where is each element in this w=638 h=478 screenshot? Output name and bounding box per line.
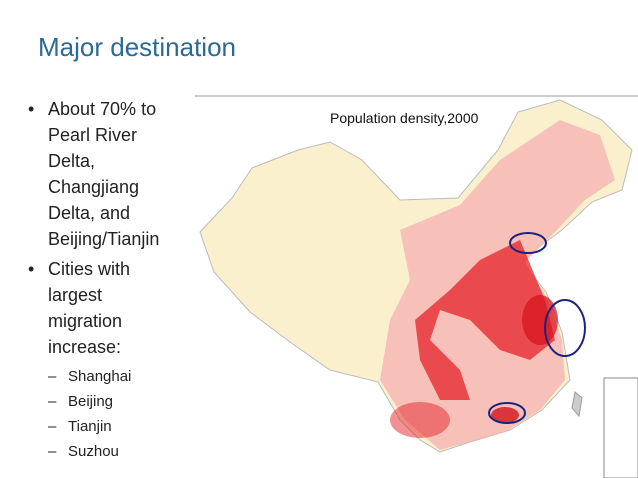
sub-bullet: Beijing [28,389,178,414]
bullet-list: About 70% to Pearl River Delta, Changjia… [28,96,178,464]
bullet: About 70% to Pearl River Delta, Changjia… [28,96,178,252]
sub-bullet: Suzhou [28,439,178,464]
island [571,391,583,418]
bullet: Cities with largest migration increase: [28,256,178,360]
highlight-beijing-tianjin [509,232,547,254]
slide-title: Major destination [38,32,236,62]
map-caption: Population density,2000 [330,110,479,126]
inset-box [603,377,638,478]
density-high [491,407,519,423]
density-high [522,295,558,345]
density-high [390,402,450,438]
density-high [415,240,555,400]
highlight-pearl-river [488,402,526,424]
sub-bullet: Tianjin [28,414,178,439]
highlight-changjiang [544,299,586,357]
sub-bullet: Shanghai [28,364,178,389]
sub-list: ShanghaiBeijingTianjinSuzhou [28,364,178,464]
